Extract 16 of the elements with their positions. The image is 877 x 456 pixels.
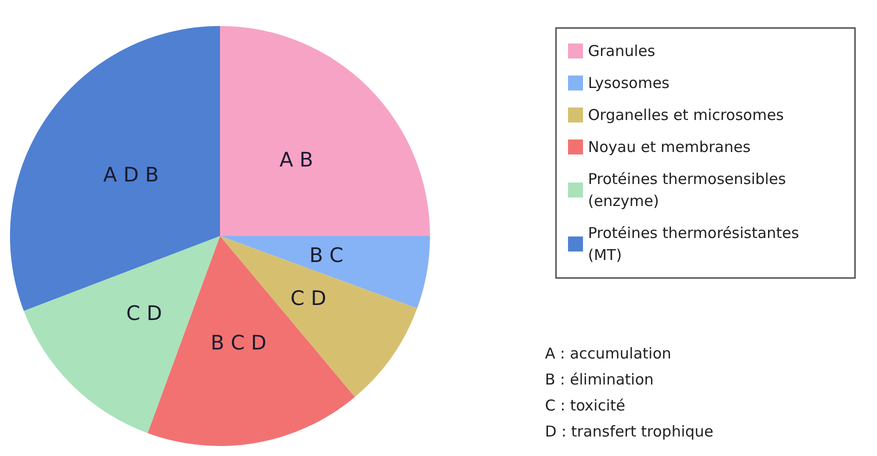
data-label: B C: [309, 242, 344, 267]
text: B : élimination: [545, 370, 654, 388]
legend-label: Protéines thermorésistantes (MT): [588, 224, 804, 264]
data-label: C D: [290, 286, 326, 310]
legend-label: Noyau et membranes: [588, 138, 751, 156]
legend-label: Granules: [588, 42, 656, 60]
data-label: B C D: [210, 330, 266, 354]
data-label: A D B: [103, 162, 159, 187]
text: C : toxicité: [545, 396, 626, 414]
legend-label: Protéines thermosensibles (enzyme): [588, 170, 791, 210]
text: D : transfert trophique: [545, 422, 714, 440]
data-label: C D: [126, 300, 162, 325]
data-label: A B: [279, 148, 314, 172]
legend-label: Organelles et microsomes: [588, 106, 784, 124]
legend-label: Lysosomes: [588, 74, 670, 92]
text: A : accumulation: [545, 344, 672, 362]
